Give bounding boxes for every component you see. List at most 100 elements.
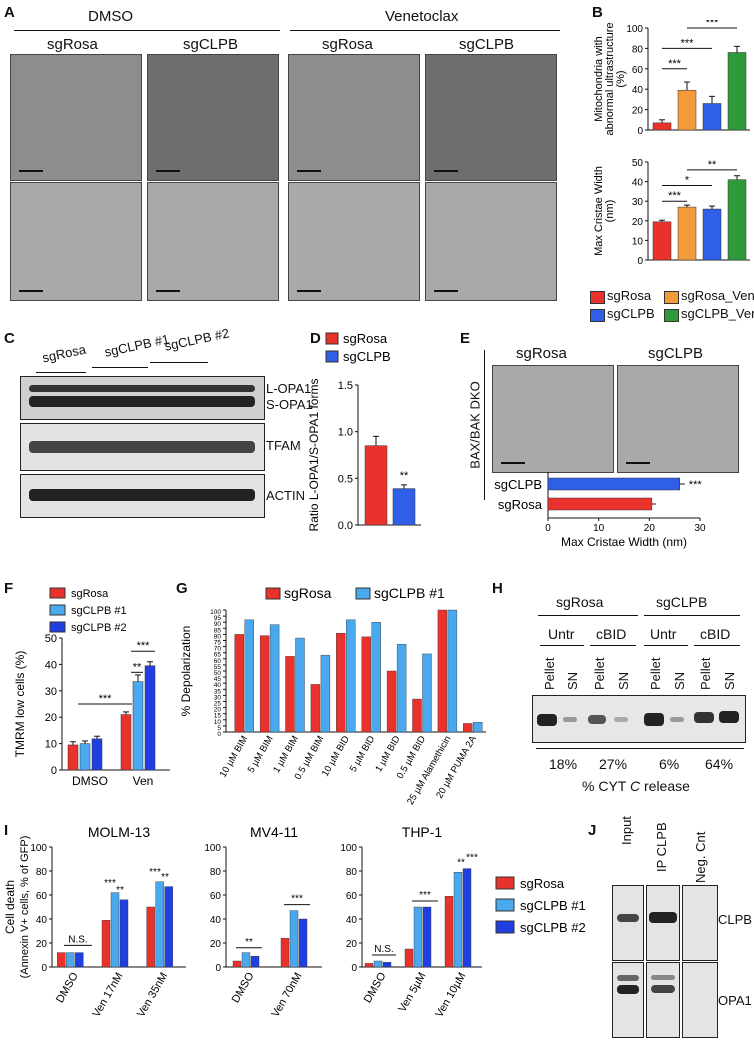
e-bar-sgRosa [547, 497, 653, 511]
f-bar [144, 665, 156, 771]
b-bar-sgRosa [652, 221, 672, 261]
i-bar [298, 918, 308, 968]
band-label-s-opa1: S-OPA1 [266, 397, 313, 412]
band-label-opa1: OPA1 [718, 993, 752, 1008]
b-sig: *** [681, 37, 695, 49]
b-y-tick-label: 20 [632, 217, 644, 228]
g-y-tick-label: 80 [214, 633, 222, 640]
i-bar [146, 906, 155, 968]
f-legend-label: sgRosa [71, 588, 109, 600]
g-y-tick-label: 60 [214, 658, 222, 665]
cyt-c-release-axis-label: % CYT C release [582, 778, 690, 794]
g-bar [463, 723, 473, 733]
g-y-tick-label: 85 [214, 627, 222, 634]
f-legend-swatch [49, 604, 66, 616]
b-y-tick-label: 30 [632, 197, 644, 208]
f-bar [67, 744, 79, 771]
g-bar [320, 654, 331, 733]
e-tick-label: 0 [545, 523, 551, 534]
em-image-bax-bak-sgrosa [492, 365, 614, 473]
i-bar [155, 881, 164, 968]
fraction-label: SN [565, 671, 580, 690]
d-y-tick-label: 1.0 [338, 427, 353, 439]
condition-label: sgCLPB [183, 36, 239, 53]
release-value: 6% [659, 756, 680, 772]
em-image-ven-sgrosa-high [288, 182, 420, 301]
treatment-label: cBID [596, 626, 627, 642]
blot-clpb-ip [646, 885, 680, 961]
b-y-tick-label: 40 [632, 85, 644, 96]
b-y-tick-label: 100 [626, 24, 643, 35]
i-bar [75, 952, 84, 968]
lane-bracket [150, 362, 208, 363]
fraction-label: SN [722, 671, 737, 690]
band-label-tfam: TFAM [266, 438, 301, 453]
i-y-tick-label: 60 [346, 891, 358, 902]
g-y-tick-label: 40 [214, 682, 222, 689]
i-bar [101, 919, 111, 968]
i-y-tick-label: 0 [41, 963, 47, 974]
b-sig: * [685, 175, 690, 187]
chart-i: Cell death (Annexin V+ cells, % of GFP) 0 2… [3, 825, 586, 1020]
b-y-axis-label: Max Cristae Width [593, 166, 605, 256]
g-category-label: 10 µM BIM [218, 734, 251, 780]
panel-i-charts: Cell death (Annexin V+ cells, % of GFP) 0 2… [3, 825, 586, 1020]
g-bar [447, 609, 458, 733]
lane-bracket [36, 372, 86, 373]
panel-label-d: D [310, 330, 321, 347]
legend-swatch-sgrosa-ven [664, 291, 679, 304]
i-bar [364, 963, 374, 968]
i-annotation: ** [245, 937, 253, 948]
fraction-label: Pellet [592, 657, 607, 690]
condition-label: sgRosa [322, 36, 373, 53]
b-bar-sgRosa [652, 122, 672, 131]
i-y-tick-label: 100 [340, 843, 357, 854]
i-y-tick-label: 0 [215, 963, 221, 974]
em-image-dmso-sgrosa-low [10, 54, 142, 181]
i-annotation: ** [457, 857, 465, 868]
i-subplot-title: THP-1 [402, 825, 443, 840]
g-bar [234, 634, 244, 733]
g-y-tick-label: 50 [214, 670, 222, 677]
f-y-tick-label: 0 [51, 765, 57, 777]
g-bar [295, 637, 305, 733]
release-value: 27% [599, 756, 628, 772]
g-bar [269, 624, 280, 733]
i-y-tick-label: 0 [351, 963, 357, 974]
chart-e: 0 10 20 30 Max Cristae Width (nm) sgCLPB sgRos… [494, 472, 706, 549]
g-legend-label: sgCLPB #1 [374, 585, 445, 601]
f-legend-label: sgCLPB #1 [71, 605, 127, 617]
e-tick-label: 20 [644, 523, 656, 534]
i-y-tick-label: 40 [36, 915, 48, 926]
e-category-label: sgCLPB [494, 477, 542, 492]
i-subplot-title: MOLM-13 [88, 825, 150, 840]
chart-g: sgRosa sgCLPB #1 0510152025303540455055606… [179, 585, 486, 807]
g-y-tick-label: 30 [214, 694, 222, 701]
blot-clpb-input [612, 885, 644, 961]
f-legend-swatch [49, 587, 66, 599]
i-category-label: Ven 10µM [433, 971, 468, 1020]
i-category-label: Ven 35nM [135, 971, 170, 1020]
release-value: 64% [705, 756, 734, 772]
f-sig: ** [133, 661, 142, 673]
i-legend-swatch [495, 898, 515, 912]
g-legend-label: sgRosa [284, 585, 332, 601]
panel-label-h: H [492, 580, 503, 597]
em-image-ven-sgclpb-low [425, 54, 557, 181]
b-y-axis-label: Mitochondria with [593, 36, 605, 122]
blot-opa1-ip [646, 962, 680, 1038]
i-y-tick-label: 40 [346, 915, 358, 926]
i-category-label: DMSO [230, 970, 257, 1005]
g-bar [336, 632, 346, 733]
venetoclax-bracket [290, 30, 560, 31]
g-y-tick-label: 25 [214, 701, 222, 708]
g-y-tick-label: 20 [214, 707, 222, 714]
group-label-sgrosa: sgRosa [556, 594, 604, 610]
b-y-tick-label: 0 [637, 256, 643, 267]
b-y-tick-label: 0 [637, 126, 643, 137]
g-bar [244, 619, 254, 733]
blot-opa1-input [612, 962, 644, 1038]
i-bar [382, 961, 392, 968]
i-y-tick-label: 20 [210, 939, 222, 950]
bax-bak-dko-label: BAX/BAK DKO [467, 381, 483, 469]
